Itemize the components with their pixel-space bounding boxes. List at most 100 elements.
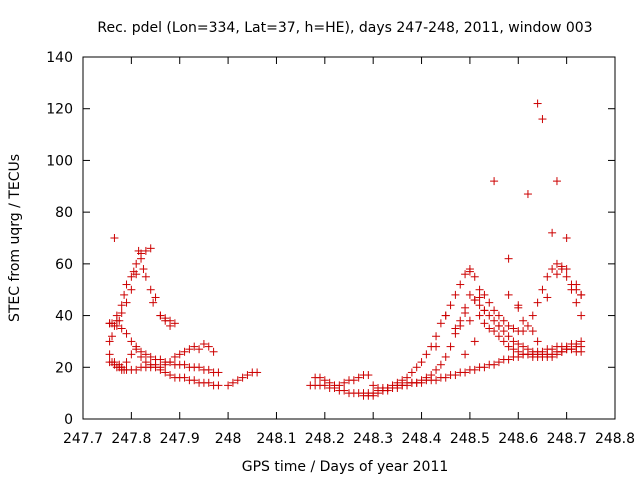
- data-point: [432, 376, 441, 385]
- x-tick-label: 247.7: [63, 431, 103, 447]
- data-point: [562, 265, 571, 274]
- data-point: [494, 321, 503, 330]
- data-point: [485, 311, 494, 320]
- x-axis-label: GPS time / Days of year 2011: [242, 459, 449, 475]
- data-point: [137, 254, 146, 263]
- data-point: [490, 306, 499, 315]
- data-point: [117, 301, 126, 310]
- data-point: [166, 358, 175, 367]
- data-point: [180, 347, 189, 356]
- data-point: [195, 345, 204, 354]
- data-point: [349, 376, 358, 385]
- data-point: [490, 327, 499, 336]
- data-point: [519, 342, 528, 351]
- data-point: [436, 360, 445, 369]
- data-point: [149, 298, 158, 307]
- x-tick-label: 248.4: [401, 431, 441, 447]
- data-point: [572, 280, 581, 289]
- data-point: [432, 332, 441, 341]
- data-point: [494, 332, 503, 341]
- data-point: [552, 177, 561, 186]
- data-point: [141, 350, 150, 359]
- data-point: [161, 314, 170, 323]
- data-point: [132, 342, 141, 351]
- data-point: [139, 265, 148, 274]
- data-point: [364, 371, 373, 380]
- data-point: [204, 365, 213, 374]
- data-point: [504, 290, 513, 299]
- data-point: [108, 332, 117, 341]
- data-point: [369, 381, 378, 390]
- data-point: [156, 311, 165, 320]
- data-point: [485, 298, 494, 307]
- chart-title: Rec. pdel (Lon=334, Lat=37, h=HE), days …: [97, 20, 592, 36]
- x-tick-label: 248.6: [498, 431, 538, 447]
- data-point: [412, 363, 421, 372]
- data-point: [504, 342, 513, 351]
- data-point: [451, 371, 460, 380]
- data-point: [122, 329, 131, 338]
- data-point: [557, 262, 566, 271]
- data-point: [180, 373, 189, 382]
- data-point: [127, 285, 136, 294]
- y-tick-label: 140: [46, 50, 73, 66]
- data-point: [141, 358, 150, 367]
- data-point: [137, 347, 146, 356]
- data-point: [335, 381, 344, 390]
- data-point: [528, 311, 537, 320]
- data-point: [514, 347, 523, 356]
- plot-frame: [82, 56, 616, 420]
- data-point: [117, 308, 126, 317]
- data-point: [480, 319, 489, 328]
- data-point: [528, 327, 537, 336]
- data-point: [170, 352, 179, 361]
- data-point: [320, 376, 329, 385]
- data-point: [494, 358, 503, 367]
- data-point: [523, 350, 532, 359]
- data-point: [456, 321, 465, 330]
- data-point: [567, 285, 576, 294]
- data-point: [533, 298, 542, 307]
- data-point: [166, 371, 175, 380]
- data-point: [253, 368, 262, 377]
- data-point: [190, 342, 199, 351]
- x-tick-label: 247.8: [111, 431, 151, 447]
- data-point: [475, 293, 484, 302]
- data-point: [475, 285, 484, 294]
- data-point: [557, 347, 566, 356]
- x-tick-label: 247.9: [160, 431, 200, 447]
- x-tick-label: 248.1: [256, 431, 296, 447]
- data-point: [127, 337, 136, 346]
- data-point: [514, 303, 523, 312]
- data-point: [132, 365, 141, 374]
- data-point: [170, 319, 179, 328]
- data-point: [132, 270, 141, 279]
- data-point: [110, 234, 119, 242]
- data-point: [238, 373, 247, 382]
- data-point: [340, 378, 349, 387]
- data-point: [422, 373, 431, 382]
- data-point: [156, 363, 165, 372]
- data-point: [538, 352, 547, 361]
- data-point: [446, 301, 455, 310]
- data-point: [490, 360, 499, 369]
- data-point: [122, 298, 131, 307]
- x-tick-label: 248.5: [450, 431, 490, 447]
- data-point: [243, 371, 252, 380]
- data-point: [538, 115, 547, 124]
- data-point: [166, 316, 175, 325]
- data-point: [538, 285, 547, 294]
- data-point: [475, 301, 484, 310]
- data-point: [146, 352, 155, 361]
- data-point: [228, 378, 237, 387]
- data-point: [461, 350, 470, 359]
- data-point: [199, 340, 208, 349]
- data-point: [383, 386, 392, 395]
- data-point: [403, 381, 412, 390]
- data-point: [127, 272, 136, 281]
- x-axis-ticks: 247.7 247.8 247.9 248 248.1 248.2 248.3 248.4 24…: [63, 57, 635, 447]
- data-point: [120, 290, 129, 299]
- axes: [82, 56, 616, 420]
- data-point: [504, 254, 513, 263]
